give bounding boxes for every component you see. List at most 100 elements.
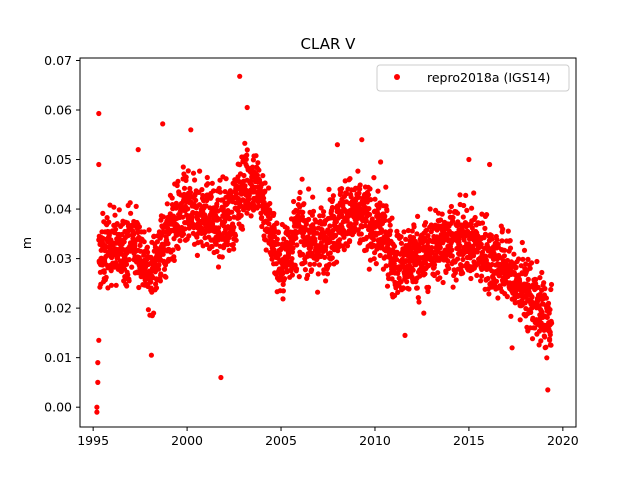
data-point — [464, 207, 470, 213]
data-point — [242, 183, 248, 189]
data-point — [406, 242, 412, 248]
data-point — [244, 152, 250, 158]
data-point — [160, 214, 167, 220]
data-point — [210, 188, 217, 194]
data-point — [329, 204, 335, 211]
data-point — [148, 279, 154, 285]
data-point — [518, 263, 524, 269]
data-point — [511, 251, 517, 257]
data-point — [495, 295, 501, 301]
data-point — [468, 275, 474, 282]
data-point — [461, 202, 467, 209]
data-point — [529, 336, 536, 342]
legend: repro2018a (IGS14) — [376, 64, 570, 92]
data-point — [445, 258, 451, 264]
data-point — [289, 256, 295, 262]
data-point — [297, 189, 303, 195]
data-point — [113, 282, 119, 288]
data-point — [141, 239, 147, 245]
x-tick-label: 2010 — [359, 433, 391, 448]
data-point — [548, 281, 555, 288]
data-point — [106, 219, 112, 225]
data-point — [543, 295, 550, 301]
data-point — [382, 213, 388, 219]
data-point — [275, 241, 281, 247]
data-point — [128, 210, 134, 216]
data-point — [537, 275, 543, 281]
data-point — [175, 178, 181, 184]
data-point — [403, 236, 409, 242]
data-point — [262, 180, 268, 186]
data-point — [180, 214, 186, 220]
data-point — [241, 172, 247, 179]
data-point — [449, 253, 455, 259]
data-point — [348, 194, 354, 200]
data-point-outlier — [218, 374, 224, 381]
data-point — [400, 285, 406, 291]
data-point — [253, 153, 259, 159]
data-point — [542, 334, 548, 340]
data-point — [363, 218, 369, 224]
data-point — [463, 192, 469, 198]
data-point — [529, 294, 535, 300]
data-point — [208, 194, 214, 200]
data-point — [389, 215, 395, 221]
data-point — [517, 317, 523, 323]
data-point — [485, 275, 491, 282]
data-point — [133, 203, 139, 209]
data-point — [330, 197, 336, 203]
data-point — [318, 205, 324, 211]
data-point-outlier — [188, 127, 194, 133]
data-point — [225, 241, 231, 247]
data-point — [169, 195, 175, 201]
data-point — [157, 278, 163, 284]
data-point — [223, 176, 229, 182]
data-point — [416, 299, 422, 305]
plot-frame — [79, 57, 577, 428]
data-point — [302, 267, 308, 273]
data-point — [427, 206, 433, 212]
data-point — [262, 188, 268, 194]
data-point — [164, 201, 170, 207]
data-point — [165, 240, 171, 247]
data-point — [405, 227, 411, 234]
data-point — [543, 344, 549, 350]
data-point-outlier — [378, 159, 384, 165]
data-point — [324, 271, 331, 277]
data-point — [229, 209, 235, 215]
x-tick-label: 2015 — [453, 433, 485, 448]
data-point — [493, 278, 500, 284]
data-point — [310, 208, 317, 214]
data-point — [508, 313, 514, 319]
data-point — [344, 191, 350, 197]
data-point — [536, 328, 543, 334]
data-point — [209, 243, 215, 250]
data-point — [185, 206, 191, 212]
data-point — [315, 271, 321, 277]
data-point — [227, 215, 233, 221]
data-point-outlier — [95, 360, 101, 366]
data-point — [239, 226, 246, 232]
data-point — [233, 191, 239, 197]
axis-ticks: 1995 2000 2005 2010 2015 2020 0.00 0.01 0.02 0.03… — [44, 53, 579, 448]
data-point — [449, 247, 455, 253]
data-point — [246, 196, 252, 202]
data-point — [341, 234, 347, 240]
data-point — [156, 266, 162, 272]
data-point — [335, 248, 341, 254]
data-point-outlier — [509, 345, 515, 351]
data-point — [315, 289, 321, 295]
data-point — [333, 232, 339, 238]
data-point — [539, 269, 545, 276]
data-point — [181, 185, 188, 191]
data-point — [478, 241, 484, 247]
data-point — [259, 214, 265, 221]
data-point — [327, 250, 333, 256]
data-point — [494, 237, 500, 243]
data-point — [307, 261, 313, 267]
data-point — [544, 355, 550, 361]
data-point — [145, 249, 151, 255]
data-point — [197, 168, 203, 174]
data-point — [217, 177, 223, 183]
data-point — [193, 197, 199, 203]
